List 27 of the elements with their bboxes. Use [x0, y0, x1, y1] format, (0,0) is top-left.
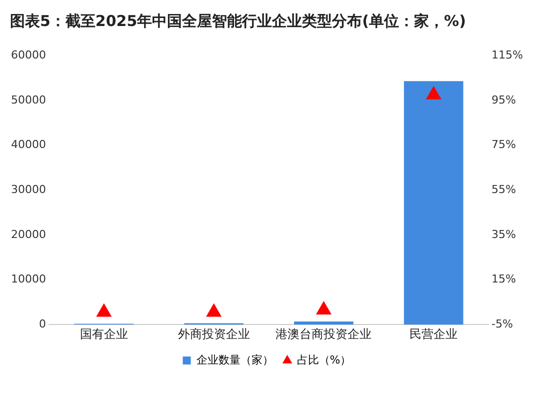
y-tick-label: 0: [38, 317, 46, 330]
x-tick-label: 外商投资企业: [178, 326, 250, 341]
bar: [294, 321, 354, 325]
point: [206, 304, 222, 317]
x-tick-label: 国有企业: [80, 326, 128, 341]
bar: [404, 81, 464, 325]
y2-tick-label: 55%: [492, 182, 516, 196]
y-tick-label: 50000: [10, 93, 46, 106]
x-tick-label: 民营企业: [410, 326, 458, 341]
y2-tick-label: 115%: [492, 48, 524, 62]
y-tick-label: 20000: [10, 228, 46, 241]
point: [426, 86, 442, 100]
legend-label: 占比（%）: [296, 353, 352, 366]
y2-tick-label: 95%: [492, 93, 516, 106]
y-tick-label: 10000: [10, 272, 46, 286]
legend-label: 企业数量（家）: [196, 353, 274, 366]
x-tick-label: 港澳台商投资企业: [276, 326, 372, 341]
y2-tick-label: 75%: [492, 138, 516, 152]
y2-tick-label: -5%: [492, 317, 513, 330]
y2-tick-label: 35%: [492, 228, 516, 241]
chart-title: 图表5：截至2025年中国全屋智能行业企业类型分布(单位：家，%): [10, 12, 466, 31]
y2-tick-label: 15%: [492, 272, 516, 286]
y-tick-label: 40000: [10, 138, 46, 152]
y-tick-label: 30000: [10, 182, 46, 196]
point: [316, 302, 332, 315]
y-tick-label: 60000: [10, 48, 46, 62]
point: [96, 304, 112, 317]
